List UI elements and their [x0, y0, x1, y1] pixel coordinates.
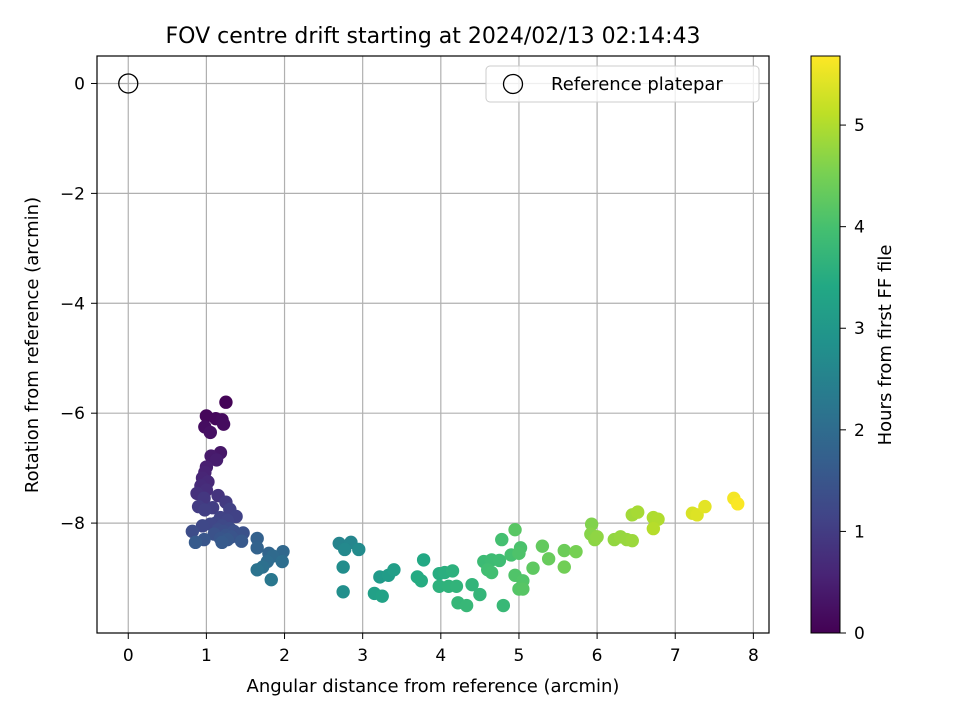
- y-axis-label: Rotation from reference (arcmin): [22, 197, 43, 493]
- data-point: [646, 521, 661, 536]
- data-point: [625, 533, 639, 548]
- data-point: [250, 531, 264, 546]
- data-point: [492, 553, 507, 568]
- data-point: [557, 543, 571, 558]
- x-tick-label: 6: [592, 646, 603, 666]
- data-point: [535, 539, 550, 553]
- data-point: [216, 417, 231, 431]
- data-point: [375, 589, 389, 603]
- colorbar-tick-label: 2: [854, 421, 865, 441]
- colorbar-ticks: 0 1 2 3 4 5: [840, 116, 865, 644]
- chart-title: FOV centre drift starting at 2024/02/13 …: [166, 24, 701, 49]
- data-point: [516, 582, 530, 596]
- legend: Reference platepar: [485, 65, 760, 103]
- data-point: [188, 535, 203, 550]
- x-axis-label: Angular distance from reference (arcmin): [247, 676, 620, 697]
- data-point: [484, 565, 499, 580]
- reference-platepar-marker: [118, 73, 139, 94]
- colorbar-tick-label: 4: [854, 218, 865, 238]
- data-point: [508, 522, 522, 537]
- data-point: [569, 544, 583, 559]
- colorbar-tick-label: 0: [854, 624, 865, 644]
- data-point: [416, 553, 431, 567]
- colorbar-tick-label: 3: [854, 319, 865, 339]
- data-point: [185, 524, 200, 539]
- data-point: [276, 544, 290, 559]
- colorbar-label: Hours from first FF file: [875, 245, 896, 446]
- data-point: [465, 577, 479, 592]
- data-point: [234, 534, 249, 548]
- data-point: [338, 542, 352, 557]
- data-point: [590, 530, 604, 544]
- data-point: [496, 598, 511, 613]
- data-point: [512, 546, 526, 561]
- reference-marker-layer: [118, 73, 139, 94]
- data-point: [250, 563, 264, 577]
- y-tick-label: −6: [60, 404, 85, 424]
- data-point: [209, 453, 224, 467]
- data-point: [198, 503, 212, 517]
- data-point: [495, 532, 509, 547]
- data-point: [445, 564, 460, 578]
- data-point: [336, 560, 350, 574]
- data-point: [203, 425, 218, 440]
- x-tick-label: 8: [748, 646, 759, 666]
- data-point: [414, 574, 428, 588]
- y-tick-label: −8: [60, 514, 85, 534]
- x-tick-label: 1: [201, 646, 212, 666]
- y-tick-label: 0: [74, 74, 85, 94]
- data-point: [195, 519, 210, 533]
- data-point: [459, 598, 474, 613]
- data-point: [541, 552, 556, 566]
- colorbar: [810, 55, 841, 634]
- data-point: [336, 585, 350, 599]
- x-tick-label: 7: [670, 646, 681, 666]
- x-tick-label: 0: [123, 646, 134, 666]
- data-point: [432, 579, 446, 593]
- data-point: [731, 497, 745, 511]
- colorbar-tick-label: 1: [854, 522, 865, 542]
- legend-marker-open-circle: [502, 73, 524, 95]
- data-point: [215, 535, 229, 550]
- data-point: [275, 554, 289, 569]
- data-point: [557, 560, 571, 574]
- data-point: [219, 395, 233, 409]
- y-axis-ticks: 0 −2 −4 −6 −8: [60, 74, 97, 534]
- data-point: [387, 563, 401, 577]
- data-point: [264, 572, 278, 587]
- legend-label: Reference platepar: [551, 74, 723, 95]
- data-point: [584, 517, 599, 531]
- legend-box: [485, 65, 760, 103]
- data-point: [631, 505, 645, 519]
- data-point: [352, 542, 366, 557]
- x-tick-label: 4: [435, 646, 446, 666]
- x-tick-label: 3: [357, 646, 368, 666]
- x-tick-label: 2: [279, 646, 290, 666]
- data-point: [526, 561, 540, 575]
- data-point: [473, 587, 487, 602]
- data-point: [449, 579, 464, 593]
- x-axis-ticks: 0 1 2 3 4 5 6 7 8: [123, 633, 759, 666]
- plot-frame: [96, 55, 770, 634]
- scatter-points: [185, 395, 745, 613]
- y-tick-label: −2: [60, 184, 85, 204]
- x-tick-label: 5: [514, 646, 525, 666]
- data-point: [250, 541, 264, 555]
- colorbar-tick-label: 5: [854, 116, 865, 136]
- data-point: [698, 499, 712, 514]
- y-tick-label: −4: [60, 294, 85, 314]
